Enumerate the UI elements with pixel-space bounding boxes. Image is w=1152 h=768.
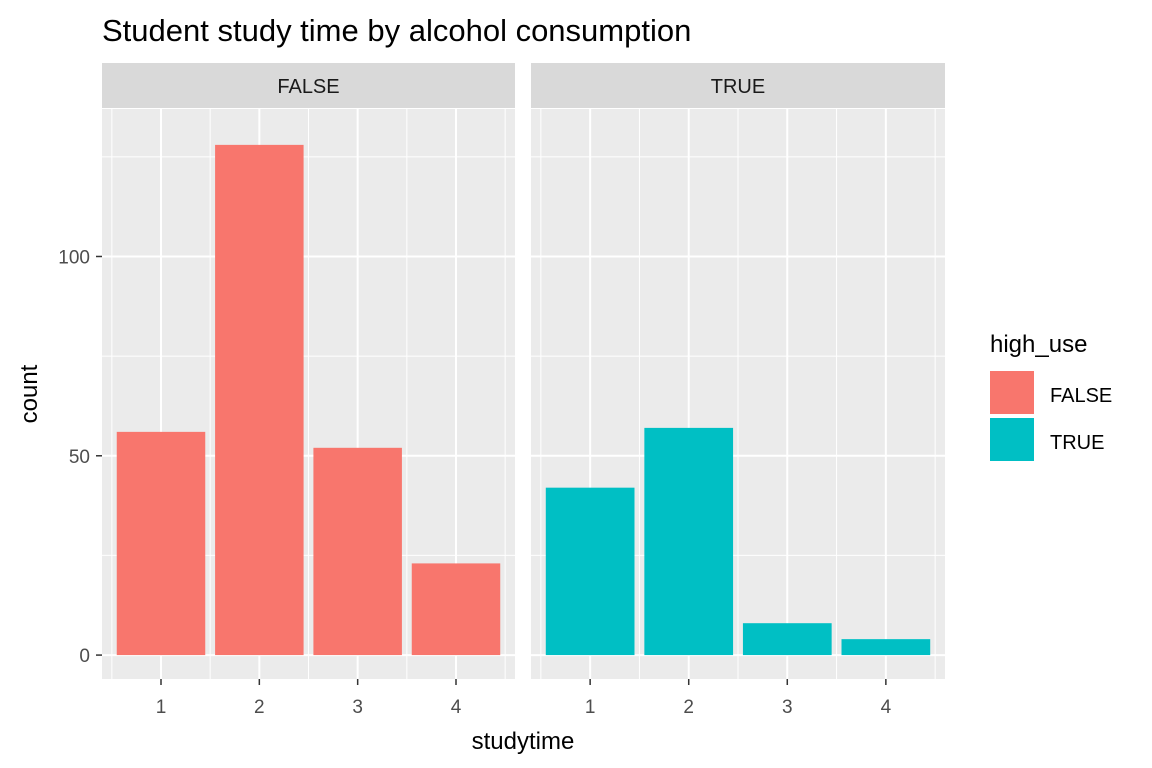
bar (545, 487, 635, 656)
bar (841, 639, 931, 656)
y-axis-title: count (16, 364, 43, 423)
legend-label-true: TRUE (1050, 432, 1104, 454)
bar (215, 144, 304, 656)
x-tick-label: 1 (156, 697, 167, 718)
x-tick-label: 4 (451, 697, 462, 718)
gridlines-true (531, 109, 945, 679)
x-tick-label: 3 (782, 697, 793, 718)
legend-key-false (990, 371, 1034, 414)
bars-true (545, 427, 931, 656)
x-tick-label: 4 (881, 697, 892, 718)
facet-label-true: TRUE (711, 76, 765, 98)
x-tick-label: 3 (352, 697, 363, 718)
bars-false (116, 144, 501, 656)
legend-label-false: FALSE (1050, 385, 1112, 407)
x-axis-ticks-false: 1 2 3 4 (156, 679, 462, 718)
panel-true: TRUE 1 2 3 4 (531, 63, 945, 718)
panel-false: FALSE 1 2 3 4 (102, 63, 515, 718)
x-axis-title: studytime (472, 728, 575, 755)
bar (644, 427, 734, 656)
bar (411, 563, 501, 656)
legend: high_use FALSE TRUE (990, 331, 1112, 461)
bar (116, 431, 206, 656)
x-tick-label: 2 (683, 697, 694, 718)
x-tick-label: 2 (254, 697, 265, 718)
bar (742, 623, 832, 656)
y-tick-label: 100 (58, 247, 90, 268)
chart-title: Student study time by alcohol consumptio… (102, 13, 691, 48)
x-axis-ticks-true: 1 2 3 4 (585, 679, 892, 718)
y-tick-label: 0 (79, 646, 90, 667)
legend-key-true (990, 418, 1034, 461)
legend-title: high_use (990, 331, 1087, 358)
facet-label-false: FALSE (277, 76, 339, 98)
bar (313, 447, 402, 656)
x-tick-label: 1 (585, 697, 596, 718)
y-axis-ticks: 0 50 100 (58, 247, 102, 667)
y-tick-label: 50 (69, 447, 90, 468)
facet-strip-true (531, 63, 945, 108)
facet-strip-false (102, 63, 515, 108)
